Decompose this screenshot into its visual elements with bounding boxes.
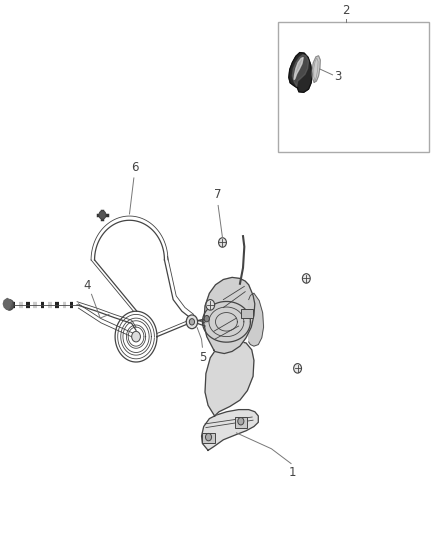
- Circle shape: [302, 273, 310, 283]
- Text: 5: 5: [199, 351, 207, 364]
- Circle shape: [5, 300, 14, 310]
- Polygon shape: [4, 298, 12, 309]
- Polygon shape: [294, 58, 303, 79]
- Polygon shape: [205, 341, 254, 416]
- Circle shape: [189, 319, 194, 325]
- Bar: [278, 22, 428, 151]
- Text: 3: 3: [334, 70, 341, 83]
- Text: 2: 2: [342, 4, 350, 17]
- Text: 4: 4: [83, 279, 91, 292]
- Polygon shape: [249, 293, 264, 346]
- Circle shape: [206, 300, 215, 310]
- Circle shape: [219, 238, 226, 247]
- Circle shape: [186, 315, 198, 329]
- Circle shape: [293, 364, 301, 373]
- Text: 7: 7: [213, 188, 221, 201]
- Bar: [235, 417, 247, 427]
- Circle shape: [205, 433, 212, 441]
- Circle shape: [238, 417, 244, 425]
- Polygon shape: [292, 55, 308, 86]
- Bar: [202, 433, 215, 443]
- Polygon shape: [204, 277, 255, 353]
- Bar: [241, 309, 253, 318]
- Circle shape: [99, 211, 106, 219]
- Text: 6: 6: [131, 161, 138, 174]
- Circle shape: [204, 316, 209, 322]
- Polygon shape: [312, 56, 320, 82]
- Polygon shape: [289, 53, 312, 92]
- Circle shape: [132, 332, 141, 342]
- Text: 1: 1: [289, 466, 296, 479]
- Polygon shape: [201, 409, 258, 450]
